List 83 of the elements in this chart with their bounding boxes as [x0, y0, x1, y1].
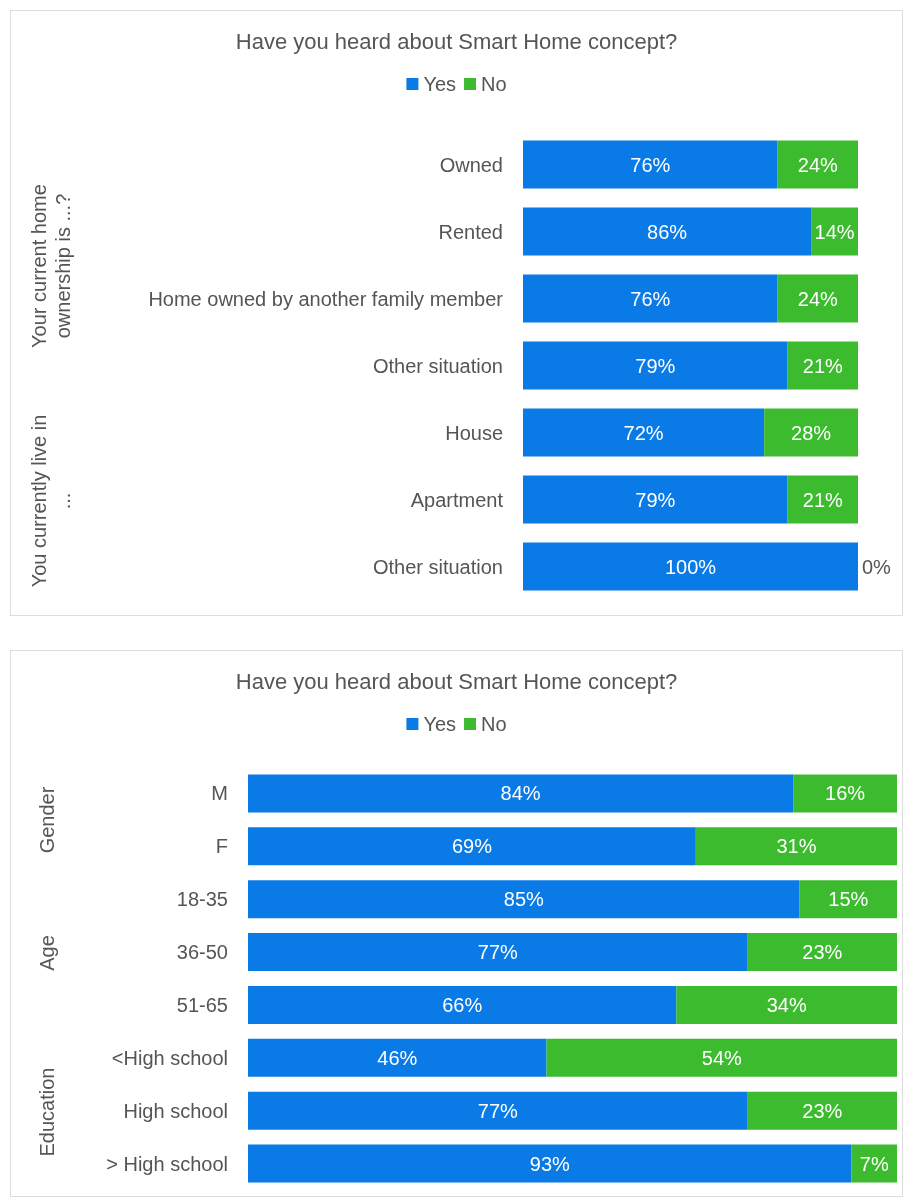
- data-label: 85%: [503, 888, 545, 911]
- bar: [248, 774, 794, 813]
- bar: [546, 1038, 897, 1077]
- bar: [777, 274, 858, 323]
- bar: [747, 933, 897, 972]
- data-label: 69%: [451, 835, 493, 858]
- text: Gender: [35, 785, 59, 856]
- data-label: 23%: [802, 941, 843, 964]
- bar: [523, 341, 788, 390]
- data-label: 66%: [442, 993, 483, 1016]
- text: You currently live in ...: [27, 413, 75, 590]
- y-tick-label: 36-50: [176, 941, 228, 964]
- data-label: 93%: [529, 1152, 571, 1175]
- data-label: 46%: [377, 1046, 418, 1069]
- data-label: 21%: [802, 488, 844, 511]
- y-tick-label: Apartment: [410, 488, 504, 511]
- text: Age: [35, 934, 59, 973]
- y-tick-label: <High school: [111, 1046, 228, 1069]
- bar: [523, 408, 765, 457]
- data-label: 24%: [797, 153, 839, 176]
- data-label: 84%: [500, 782, 541, 805]
- y-tick-label: High school: [123, 1099, 228, 1122]
- data-label: 76%: [630, 287, 671, 310]
- y-tick-label: House: [445, 421, 503, 444]
- data-label: 15%: [828, 888, 869, 911]
- legend-label: Yes: [423, 73, 457, 95]
- data-label: 28%: [791, 421, 832, 444]
- data-label: 79%: [635, 488, 676, 511]
- y-tick-label: > High school: [106, 1152, 228, 1175]
- bar: [248, 933, 748, 972]
- data-label: 0%: [862, 555, 892, 578]
- data-label: 77%: [477, 1099, 519, 1122]
- bar: [248, 1038, 547, 1077]
- data-label: 72%: [623, 421, 664, 444]
- bar: [676, 985, 897, 1024]
- data-label: 77%: [477, 941, 519, 964]
- bar: [799, 880, 897, 919]
- y-tick-label: Other situation: [372, 354, 503, 377]
- bar: [523, 140, 778, 189]
- data-label: 24%: [797, 287, 839, 310]
- bar: [695, 827, 897, 866]
- data-label: 86%: [647, 220, 688, 243]
- bar: [747, 1091, 897, 1130]
- data-label: 14%: [814, 220, 855, 243]
- bar: [248, 1144, 852, 1183]
- data-label: 31%: [776, 835, 817, 858]
- bar: [787, 475, 858, 524]
- text: Education: [35, 1066, 59, 1159]
- bar: [248, 880, 800, 919]
- y-tick-label: 51-65: [176, 993, 228, 1016]
- data-label: 21%: [802, 354, 844, 377]
- data-label: 100%: [664, 555, 717, 578]
- bar: [764, 408, 858, 457]
- bar: [248, 985, 677, 1024]
- data-label: 34%: [766, 993, 807, 1016]
- data-label: 23%: [802, 1099, 843, 1122]
- text: Your current home ownership is ...?: [27, 182, 75, 350]
- y-tick-label: Home owned by another family member: [148, 287, 504, 310]
- legend-label: No: [481, 73, 507, 95]
- y-tick-label: Other situation: [372, 555, 503, 578]
- bar: [777, 140, 858, 189]
- y-tick-label: M: [211, 782, 228, 805]
- y-tick-label: Owned: [439, 153, 503, 176]
- bar: [523, 274, 778, 323]
- bar: [787, 341, 858, 390]
- chart-title: Have you heard about Smart Home concept?: [235, 28, 678, 54]
- y-tick-label: F: [215, 835, 228, 858]
- bar: [248, 827, 696, 866]
- bar: [248, 1091, 748, 1130]
- data-label: 54%: [701, 1046, 742, 1069]
- bar: [793, 774, 897, 813]
- bar: [523, 542, 858, 591]
- legend-label: No: [481, 713, 507, 735]
- y-tick-label: 18-35: [176, 888, 228, 911]
- y-tick-label: Rented: [438, 220, 503, 243]
- bar: [523, 207, 812, 256]
- data-label: 76%: [630, 153, 671, 176]
- legend-label: Yes: [423, 713, 457, 735]
- data-label: 79%: [635, 354, 676, 377]
- data-label: 16%: [825, 782, 866, 805]
- chart-title: Have you heard about Smart Home concept?: [235, 668, 678, 694]
- bar: [523, 475, 788, 524]
- data-label: 7%: [859, 1152, 889, 1175]
